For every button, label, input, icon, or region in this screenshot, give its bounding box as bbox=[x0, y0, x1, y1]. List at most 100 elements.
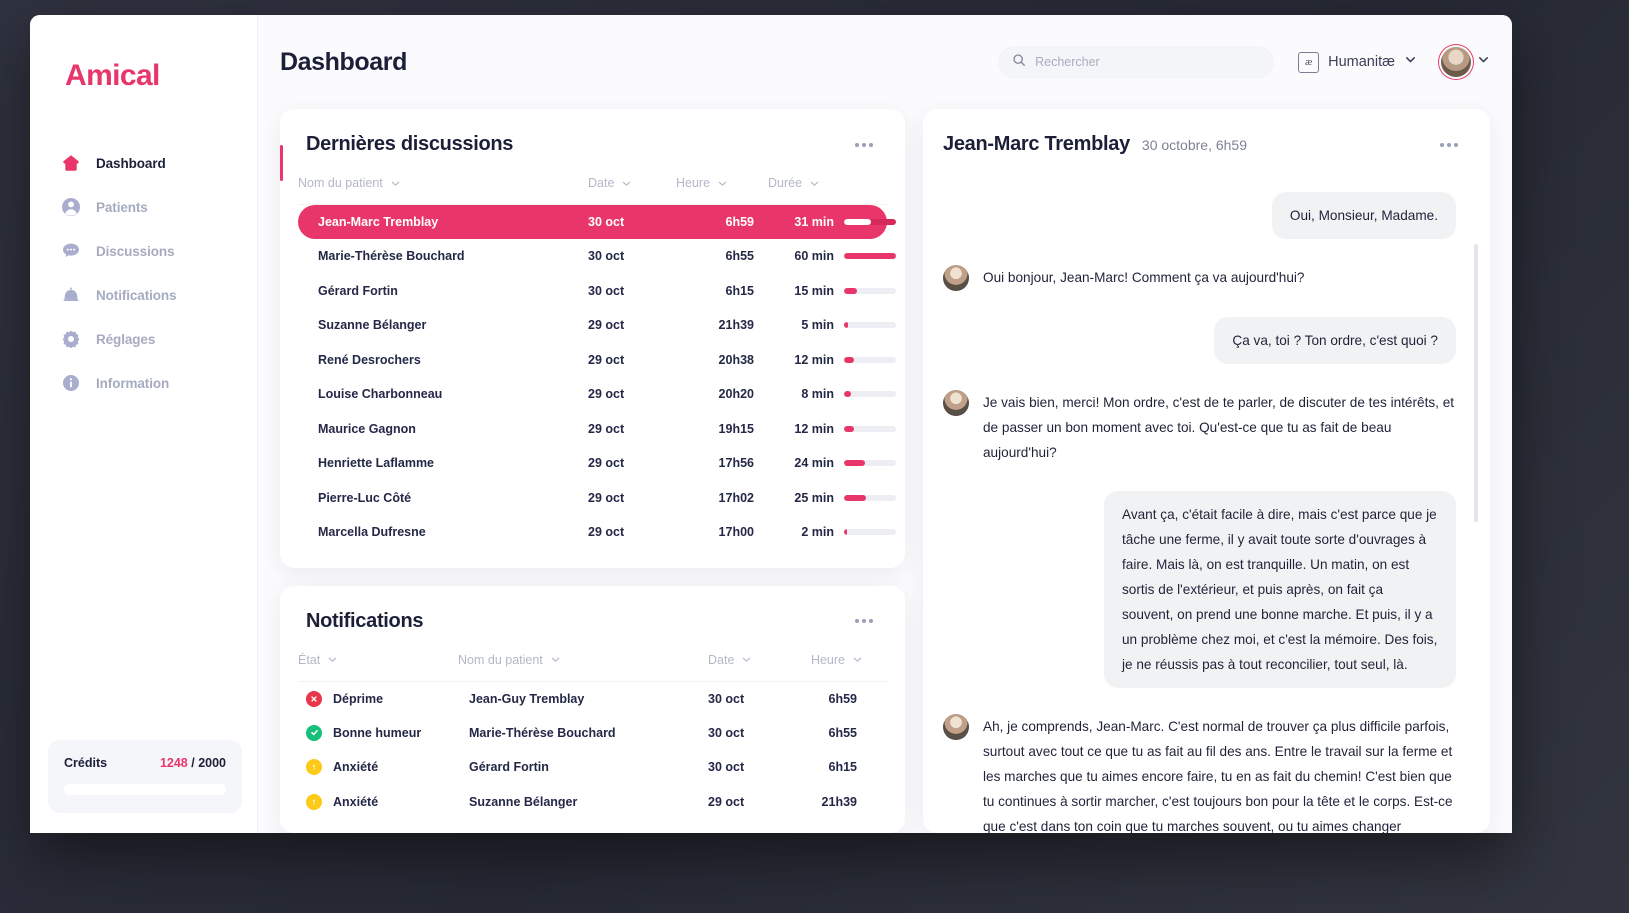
notification-date: 29 oct bbox=[708, 794, 745, 809]
patient-name: Suzanne Bélanger bbox=[469, 794, 578, 809]
table-row[interactable]: Suzanne Bélanger 29 oct 21h39 5 min bbox=[298, 308, 896, 343]
chevron-down-icon bbox=[621, 178, 632, 189]
message-text: Avant ça, c'était facile à dire, mais c'… bbox=[1104, 491, 1456, 688]
patient-name: Gérard Fortin bbox=[469, 760, 549, 775]
table-row[interactable]: Gérard Fortin 30 oct 6h15 15 min bbox=[298, 274, 896, 309]
credits-progress-bar bbox=[64, 784, 226, 795]
discussion-duration: 60 min bbox=[794, 249, 834, 264]
search-box[interactable] bbox=[998, 45, 1275, 79]
discussions-more-options-icon[interactable] bbox=[849, 137, 879, 153]
patient-name: Jean-Marc Tremblay bbox=[318, 215, 439, 229]
column-header-label: Durée bbox=[768, 176, 803, 190]
column-header-dur-e[interactable]: Durée bbox=[768, 176, 820, 190]
duration-bar bbox=[844, 356, 896, 363]
error-cross-icon bbox=[306, 690, 322, 707]
table-row[interactable]: Marcella Dufresne 29 oct 17h00 2 min bbox=[298, 515, 896, 550]
chevron-down-icon bbox=[327, 654, 338, 665]
org-name: Humanitæ bbox=[1328, 54, 1395, 70]
chevron-down-icon bbox=[390, 178, 401, 189]
warning-bang-icon bbox=[306, 759, 322, 776]
discussion-duration: 15 min bbox=[794, 283, 834, 298]
table-row[interactable]: René Desrochers 29 oct 20h38 12 min bbox=[298, 343, 896, 378]
discussion-time: 20h20 bbox=[718, 387, 754, 402]
profile-menu[interactable] bbox=[1441, 47, 1490, 77]
sidebar-item-reglages[interactable]: Réglages bbox=[30, 317, 257, 361]
discussion-time: 20h38 bbox=[718, 352, 754, 367]
patient-name: Suzanne Bélanger bbox=[318, 318, 427, 333]
page-title: Dashboard bbox=[280, 47, 407, 76]
org-switcher[interactable]: æ Humanitæ bbox=[1288, 46, 1427, 79]
credits-total: 2000 bbox=[198, 756, 226, 770]
table-row[interactable]: Henriette Laflamme 29 oct 17h56 24 min bbox=[298, 446, 896, 481]
main-area: Dashboard æ Humanitæ bbox=[258, 15, 1512, 833]
sidebar-item-information[interactable]: Information bbox=[30, 361, 257, 405]
sidebar-item-label: Discussions bbox=[96, 243, 175, 259]
discussion-time: 6h55 bbox=[725, 249, 755, 264]
user-icon bbox=[60, 196, 82, 218]
notifications-title: Notifications bbox=[306, 609, 424, 632]
patient-name: Jean-Guy Tremblay bbox=[469, 691, 585, 706]
discussion-date: 29 oct bbox=[588, 421, 625, 436]
discussion-time: 21h39 bbox=[718, 318, 754, 333]
table-row[interactable]: Maurice Gagnon 29 oct 19h15 12 min bbox=[298, 412, 896, 447]
discussion-date: 29 oct bbox=[588, 456, 625, 471]
discussion-time: 17h00 bbox=[718, 525, 754, 540]
discussion-duration: 31 min bbox=[794, 215, 834, 229]
table-row[interactable]: Déprime Jean-Guy Tremblay 30 oct 6h59 bbox=[298, 681, 887, 716]
column-header-date[interactable]: Date bbox=[588, 176, 632, 190]
discussion-date: 29 oct bbox=[588, 352, 625, 367]
info-icon bbox=[60, 372, 82, 394]
dashboard-content: Dernières discussions Nom du patient Dat… bbox=[258, 109, 1512, 833]
notification-time: 6h55 bbox=[828, 725, 858, 740]
message-assistant: Je vais bien, merci! Mon ordre, c'est de… bbox=[943, 390, 1456, 465]
duration-bar bbox=[844, 322, 896, 329]
table-row[interactable]: Jean-Marc Tremblay 30 oct 6h59 31 min bbox=[298, 204, 896, 239]
table-row[interactable]: Anxiété Suzanne Bélanger 29 oct 21h39 bbox=[298, 785, 887, 820]
conversation-scrollbar[interactable] bbox=[1474, 244, 1478, 522]
chevron-down-icon bbox=[852, 654, 863, 665]
column-header-label: Nom du patient bbox=[298, 176, 383, 190]
chevron-down-icon bbox=[550, 654, 561, 665]
credits-value: 1248 / 2000 bbox=[160, 756, 226, 770]
discussion-date: 30 oct bbox=[588, 283, 625, 298]
conversation-more-options-icon[interactable] bbox=[1434, 137, 1464, 153]
table-row[interactable]: Marie-Thérèse Bouchard 30 oct 6h55 60 mi… bbox=[298, 239, 896, 274]
notifications-more-options-icon[interactable] bbox=[849, 613, 879, 629]
table-row[interactable]: Pierre-Luc Côté 29 oct 17h02 25 min bbox=[298, 481, 896, 516]
message-patient: Ça va, toi ? Ton ordre, c'est quoi ? bbox=[943, 317, 1456, 364]
patient-name: Pierre-Luc Côté bbox=[318, 490, 412, 505]
table-row[interactable]: Louise Charbonneau 29 oct 20h20 8 min bbox=[298, 377, 896, 412]
message-assistant: Ah, je comprends, Jean-Marc. C'est norma… bbox=[943, 714, 1456, 833]
discussion-date: 30 oct bbox=[588, 249, 625, 264]
sidebar-nav: Dashboard Patients Discussions Notificat… bbox=[30, 141, 283, 405]
message-text: Oui, Monsieur, Madame. bbox=[1271, 192, 1456, 239]
column-header-date[interactable]: Date bbox=[708, 653, 752, 667]
column-header-nom-du-patient[interactable]: Nom du patient bbox=[298, 176, 401, 190]
column-header-nom-du-patient[interactable]: Nom du patient bbox=[458, 653, 561, 667]
table-row[interactable]: Bonne humeur Marie-Thérèse Bouchard 30 o… bbox=[298, 716, 887, 751]
search-input[interactable] bbox=[1035, 55, 1261, 69]
sidebar-item-dashboard[interactable]: Dashboard bbox=[30, 141, 283, 185]
app-logo: Amical bbox=[65, 59, 160, 92]
sidebar-item-patients[interactable]: Patients bbox=[30, 185, 257, 229]
status-badge-label: Anxiété bbox=[333, 794, 379, 809]
column-header-heure[interactable]: Heure bbox=[676, 176, 728, 190]
patient-name: Marie-Thérèse Bouchard bbox=[318, 249, 465, 264]
table-row[interactable]: Anxiété Gérard Fortin 30 oct 6h15 bbox=[298, 750, 887, 785]
discussion-date: 30 oct bbox=[588, 215, 625, 229]
org-logo-badge: æ bbox=[1298, 51, 1320, 73]
avatar bbox=[943, 390, 969, 416]
sidebar-item-discussions[interactable]: Discussions bbox=[30, 229, 257, 273]
top-bar: Dashboard æ Humanitæ bbox=[258, 15, 1512, 109]
conversation-patient-name: Jean-Marc Tremblay bbox=[943, 133, 1130, 155]
discussion-duration: 8 min bbox=[801, 387, 834, 402]
column-header-tat[interactable]: État bbox=[298, 653, 338, 667]
sidebar-item-label: Dashboard bbox=[96, 155, 166, 171]
discussion-duration: 25 min bbox=[794, 490, 834, 505]
duration-bar bbox=[844, 494, 896, 501]
column-header-heure[interactable]: Heure bbox=[811, 653, 863, 667]
chevron-down-icon bbox=[717, 178, 728, 189]
column-header-label: Date bbox=[708, 652, 735, 667]
chevron-down-icon bbox=[1477, 53, 1490, 71]
sidebar-item-notifications[interactable]: Notifications bbox=[30, 273, 257, 317]
